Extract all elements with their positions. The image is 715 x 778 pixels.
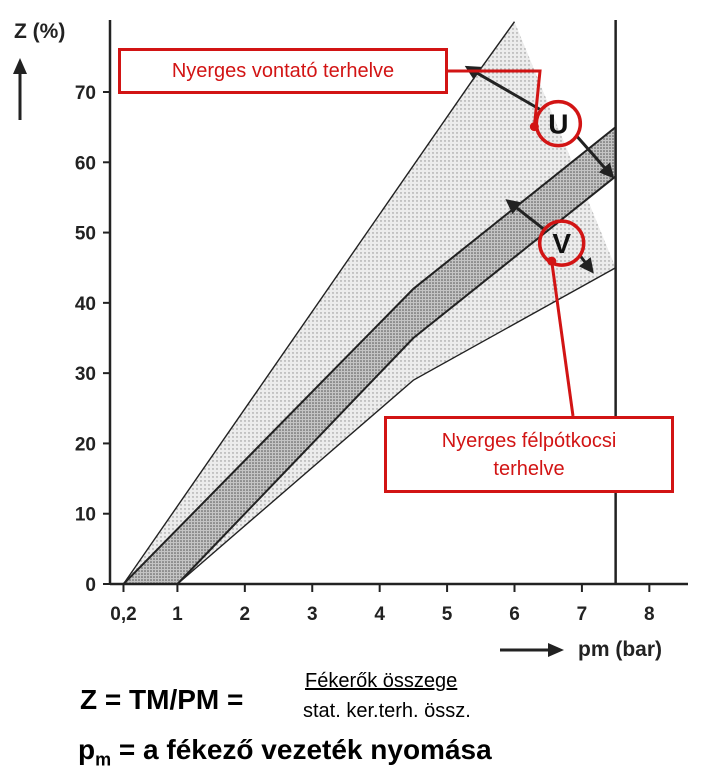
- formula-denominator: stat. ker.terh. össz.: [303, 700, 471, 722]
- band-lower-line-1: [176, 175, 617, 585]
- clip-right: [616, 0, 715, 584]
- callout-tractor-text: Nyerges vontató terhelve: [171, 60, 395, 82]
- formula-def-sub: m: [95, 749, 112, 770]
- annotations-group: UV: [448, 65, 615, 417]
- range-arrow-end-U: [575, 134, 615, 179]
- x-tick-label: 4: [374, 604, 385, 625]
- x-tick-label: 6: [509, 604, 520, 625]
- x-tick-label: 8: [644, 604, 655, 625]
- ticks-group: 0 10 20 30 40 50 60 70 0,2 1 2 3 4 5 6 7 8: [75, 83, 655, 625]
- y-tick-label: 70: [75, 83, 96, 104]
- formula-def-rest: = a fékező vezeték nyomása: [111, 734, 492, 765]
- x-tick-label: 3: [307, 604, 318, 625]
- callout-tractor-loaded: Nyerges vontató terhelve: [118, 48, 448, 94]
- clip-top: [0, 0, 715, 20]
- formula-def-p: p: [78, 734, 96, 765]
- y-tick-label: 50: [75, 224, 96, 245]
- leader-line-u: [448, 69, 542, 127]
- formula-lhs: Z = TM/PM =: [80, 684, 244, 715]
- x-tick-label: 1: [172, 604, 183, 625]
- y-tick-label: 60: [75, 153, 96, 174]
- range-arrow-U: [464, 65, 542, 111]
- callout-semitrailer-line2: terhelve: [493, 458, 565, 480]
- annotation-letter-U: U: [548, 109, 568, 140]
- y-axis-arrow: [13, 58, 27, 120]
- band-lower-line-0: [176, 267, 616, 585]
- leader-dot-u: [529, 122, 539, 132]
- formula-definition: pm = a fékező vezeték nyomása: [78, 734, 492, 771]
- band-area-0: [123, 21, 616, 584]
- band-area-1: [123, 127, 616, 585]
- annotation-letter-V: V: [552, 228, 571, 259]
- x-tick-label: 2: [240, 604, 251, 625]
- formula-numerator: Fékerők összege: [305, 670, 458, 692]
- x-tick-label: 7: [577, 604, 588, 625]
- callout-semitrailer-line1: Nyerges félpótkocsi: [441, 430, 617, 452]
- annotation-circle-V: [537, 219, 586, 267]
- range-arrow-V: [505, 199, 545, 231]
- y-tick-label: 20: [75, 434, 96, 455]
- range-arrow-end-V: [578, 254, 594, 274]
- y-tick-label: 0: [85, 575, 96, 596]
- x-tick-label: 0,2: [110, 604, 136, 625]
- leader-line-v: [550, 260, 575, 417]
- x-axis-arrow: [500, 643, 564, 657]
- y-tick-label: 40: [75, 294, 96, 315]
- x-tick-label: 5: [442, 604, 453, 625]
- y-tick-label: 30: [75, 364, 96, 385]
- callout-semitrailer-loaded: Nyerges félpótkocsi terhelve: [384, 416, 674, 493]
- y-axis-label: Z (%): [14, 20, 65, 43]
- leader-dot-v: [547, 256, 557, 266]
- band-upper-line-1: [122, 126, 617, 585]
- y-tick-label: 10: [75, 505, 96, 526]
- bands-group: [0, 0, 715, 585]
- x-axis-label: pm (bar): [578, 638, 662, 661]
